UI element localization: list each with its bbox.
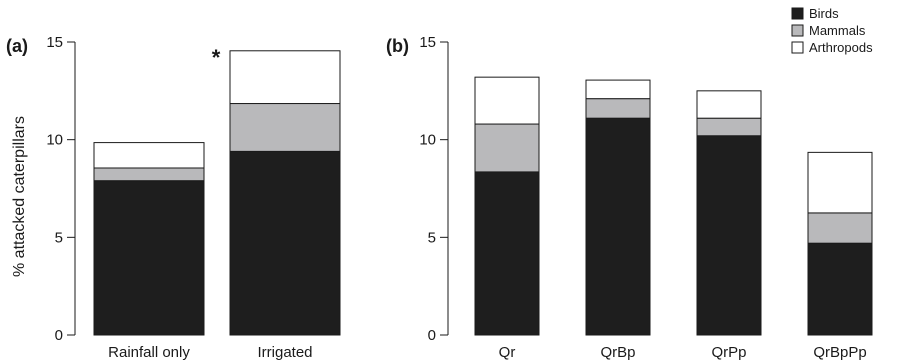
panel-label: (b)	[386, 36, 409, 56]
y-tick-label: 10	[419, 132, 436, 149]
legend-swatch-arthropods	[791, 41, 804, 54]
panel-a: (a) 0 5 10 15 % attacked caterpillars Rainfall…	[6, 34, 341, 361]
bar-segment-birds-qrbppp	[807, 242, 873, 336]
legend-swatch-birds	[791, 7, 804, 20]
bar-segment-birds-irrigated	[229, 150, 341, 336]
legend: Birds Mammals Arthropods	[791, 6, 873, 55]
y-tick-label: 5	[55, 229, 63, 246]
bar-segment-birds-rainfall-only	[93, 180, 205, 336]
panel-b: (b) 0 5 10 15 Qr QrBp QrPp QrBpPp	[386, 34, 873, 361]
legend-label-birds: Birds	[809, 6, 839, 21]
y-tick-label: 10	[46, 132, 63, 149]
bar-segment-mammals-qr	[474, 123, 540, 173]
bar-segment-mammals-rainfall-only	[93, 167, 205, 182]
y-tick-label: 15	[419, 34, 436, 51]
bar-segment-arthropods-qrpp	[696, 90, 762, 119]
bar-segment-arthropods-irrigated	[229, 50, 341, 105]
bar-segment-mammals-qrbppp	[807, 212, 873, 244]
bar-segment-arthropods-rainfall-only	[93, 142, 205, 169]
bar-segment-mammals-qrpp	[696, 117, 762, 137]
category-label: QrBpPp	[813, 344, 866, 361]
bar-segment-arthropods-qrbp	[585, 79, 651, 100]
bar-segment-mammals-irrigated	[229, 103, 341, 152]
y-tick-label: 0	[55, 327, 63, 344]
y-tick-label: 15	[46, 34, 63, 51]
legend-label-arthropods: Arthropods	[809, 40, 873, 55]
bar-segment-mammals-qrbp	[585, 98, 651, 119]
bar-segment-arthropods-qrbppp	[807, 151, 873, 214]
category-label: QrPp	[711, 344, 746, 361]
significance-star: *	[212, 45, 221, 70]
legend-label-mammals: Mammals	[809, 23, 866, 38]
bar-segment-birds-qrbp	[585, 117, 651, 336]
y-axis-title: % attacked caterpillars	[11, 116, 28, 277]
bar-segment-arthropods-qr	[474, 76, 540, 125]
bar-segment-birds-qrpp	[696, 135, 762, 336]
category-label: Rainfall only	[108, 344, 190, 361]
category-label: Qr	[499, 344, 516, 361]
y-tick-label: 0	[428, 327, 436, 344]
legend-swatch-mammals	[791, 24, 804, 37]
category-label: Irrigated	[257, 344, 312, 361]
bar-segment-birds-qr	[474, 171, 540, 336]
y-tick-label: 5	[428, 229, 436, 246]
panel-label: (a)	[6, 36, 28, 56]
category-label: QrBp	[600, 344, 635, 361]
